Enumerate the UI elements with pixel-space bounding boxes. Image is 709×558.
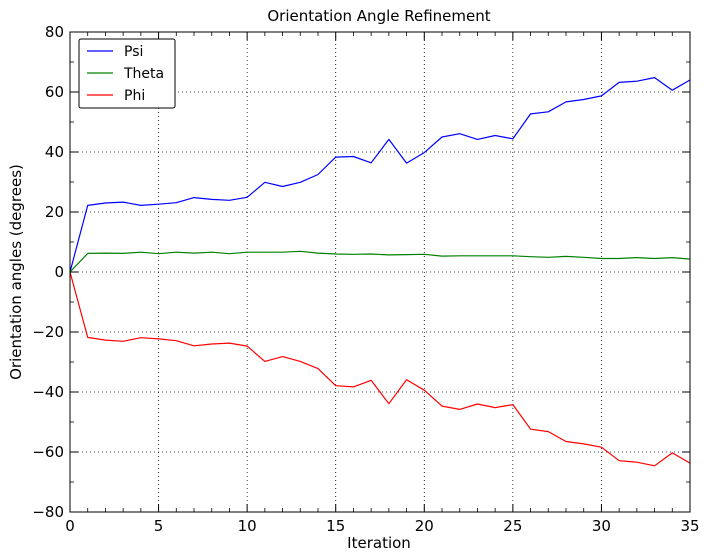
chart-title: Orientation Angle Refinement (267, 7, 490, 25)
x-tick-label: 0 (65, 517, 75, 535)
series-line-phi (69, 271, 691, 467)
legend-label-theta: Theta (123, 66, 164, 82)
grid (70, 32, 690, 512)
y-tick-label: 0 (54, 263, 64, 281)
y-tick-label: 40 (45, 143, 64, 161)
y-axis-title: Orientation angles (degrees) (7, 164, 25, 380)
legend-label-phi: Phi (124, 88, 145, 104)
series-lines (69, 76, 691, 467)
y-tick-label: −40 (32, 383, 64, 401)
legend-box (78, 38, 176, 109)
axis-ticks: 0 5 10 15 20 25 30 35 −80 −60 −40 −20 0 20 40 60 80 (32, 23, 699, 535)
y-tick-label: −80 (32, 503, 64, 521)
series-line-psi (69, 76, 691, 273)
series-line-theta (69, 250, 691, 273)
y-tick-label: 80 (45, 23, 64, 41)
x-tick-label: 5 (154, 517, 164, 535)
legend-label-psi: Psi (124, 44, 143, 60)
x-tick-label: 15 (326, 517, 345, 535)
x-axis-title: Iteration (347, 534, 411, 552)
x-tick-label: 10 (238, 517, 257, 535)
y-tick-label: 60 (45, 83, 64, 101)
y-tick-label: 20 (45, 203, 64, 221)
x-tick-label: 35 (680, 517, 699, 535)
legend: Psi Theta Phi (78, 38, 176, 109)
x-tick-label: 20 (415, 517, 434, 535)
x-tick-label: 25 (503, 517, 522, 535)
y-tick-label: −60 (32, 443, 64, 461)
y-tick-label: −20 (32, 323, 64, 341)
x-tick-label: 30 (592, 517, 611, 535)
